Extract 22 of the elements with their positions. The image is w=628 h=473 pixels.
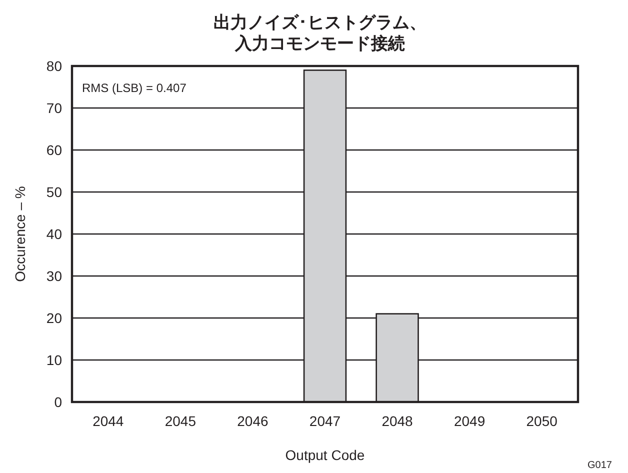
x-tick-label: 2048 xyxy=(382,413,414,429)
text: G017 xyxy=(588,460,612,471)
x-tick-label: 2050 xyxy=(526,413,558,429)
x-tick-label: 2046 xyxy=(237,413,268,429)
x-tick-label: 2049 xyxy=(454,413,486,429)
y-tick-label: 10 xyxy=(46,352,62,368)
x-tick-label: 2044 xyxy=(92,413,124,429)
y-tick-label: 30 xyxy=(46,268,62,284)
y-tick-label: 50 xyxy=(46,184,62,200)
y-tick-label: 60 xyxy=(46,142,62,158)
x-tick-label: 2047 xyxy=(309,413,341,429)
y-tick-label: 80 xyxy=(46,58,62,74)
y-tick-label: 20 xyxy=(46,310,62,326)
y-tick-label: 0 xyxy=(54,394,62,410)
chart-title: 出力ノイズ･ヒストグラム、 xyxy=(214,13,426,32)
x-axis-title: Output Code xyxy=(285,447,365,463)
y-tick-label: 40 xyxy=(46,226,62,242)
annotation: RMS (LSB) = 0.407 xyxy=(82,81,187,95)
chart-subtitle: 入力コモンモード接続 xyxy=(234,34,405,53)
y-tick-label: 70 xyxy=(46,100,62,116)
y-axis-title: Occurence – % xyxy=(12,186,28,282)
x-tick-label: 2045 xyxy=(164,413,196,429)
